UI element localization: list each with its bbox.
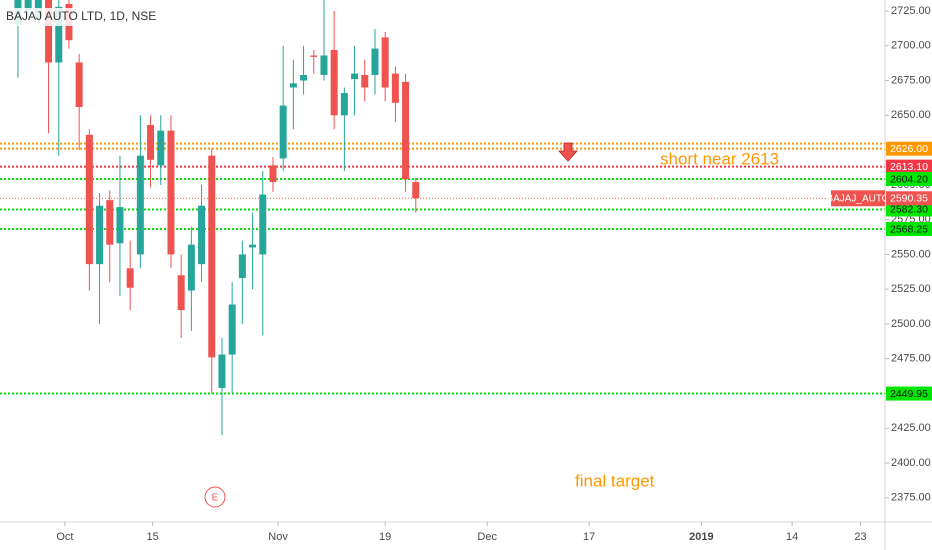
x-tick-label: 15 [146,531,158,543]
level-tag-label: 2582.30 [890,204,928,216]
candle-body [391,73,399,103]
price-tag [886,191,932,206]
candle-body [167,130,175,255]
candle-body [371,48,379,75]
level-tag [886,141,932,156]
candle-body [24,0,32,11]
x-tick-label: 19 [379,531,391,543]
y-tick-label: 2475.00 [891,353,931,365]
candle-body [300,74,308,81]
level-tag-label: 2449.95 [890,388,928,400]
down-arrow [558,142,578,162]
candle-body [249,244,257,248]
candle-body [75,62,83,107]
candle-body [218,354,226,388]
y-tick-label: 2400.00 [891,457,931,469]
candle-body [381,37,389,88]
y-tick-label: 2500.00 [891,318,931,330]
x-tick-label: 23 [854,531,866,543]
candle-body [412,182,420,199]
x-tick-label: 2019 [689,531,713,543]
annotation: final target [575,471,655,490]
candle-body [96,205,104,265]
level-tag-label: 2626.00 [890,143,928,155]
candle-body [269,165,277,183]
price-tag-name-box [831,190,885,207]
candle-body [402,81,410,180]
candle-body [116,207,124,244]
level-tag [886,172,932,187]
x-tick-label: Nov [268,531,288,543]
chart-title: BAJAJ AUTO LTD, 1D, NSE [6,9,156,23]
y-tick-label: 2700.00 [891,40,931,52]
level-tag [886,386,932,401]
candle-body [136,155,144,255]
earnings-label: E [212,493,219,504]
candle-body [361,74,369,88]
level-tag-label: 2604.20 [890,173,928,185]
candle-body [177,275,185,311]
candle-body [126,268,134,288]
x-tick-label: Oct [56,531,73,543]
level-tag [886,222,932,237]
price-tag-label: 2590.35 [890,193,928,205]
candle-body [310,55,318,57]
x-tick-label: 17 [583,531,595,543]
candle-body [157,130,165,166]
candle-body [279,105,287,159]
y-tick-label: 2725.00 [891,5,931,17]
y-tick-label: 2525.00 [891,283,931,295]
candle-body [208,155,216,358]
candle-body [320,55,328,75]
candle-body [351,73,359,80]
level-tag [886,159,932,174]
candle-body [147,125,155,160]
y-tick-label: 2550.00 [891,248,931,260]
candle-body [289,83,297,88]
level-tag [886,202,932,217]
y-tick-label: 2675.00 [891,74,931,86]
candle-body [259,194,267,255]
candle-body [198,205,206,265]
candle-body [340,93,348,116]
x-tick-label: Dec [477,531,497,543]
y-tick-label: 2425.00 [891,422,931,434]
candle-body [85,134,93,265]
candle-body [55,6,63,63]
annotation: short near 2613 [660,149,779,168]
y-tick-label: 2375.00 [891,492,931,504]
candle-body [228,304,236,355]
level-tag-label: 2568.25 [890,223,928,235]
level-tag-label: 2613.10 [890,161,928,173]
candle-body [45,0,53,63]
candle-body [238,254,246,279]
candle-body [330,49,338,116]
y-tick-label: 2650.00 [891,109,931,121]
title-backdrop [0,8,160,26]
earnings-marker [204,486,226,508]
candle-body [106,200,114,245]
price-tag-name: BAJAJ_AUTO [826,193,889,204]
candle-body [187,244,195,291]
x-tick-label: 14 [786,531,798,543]
